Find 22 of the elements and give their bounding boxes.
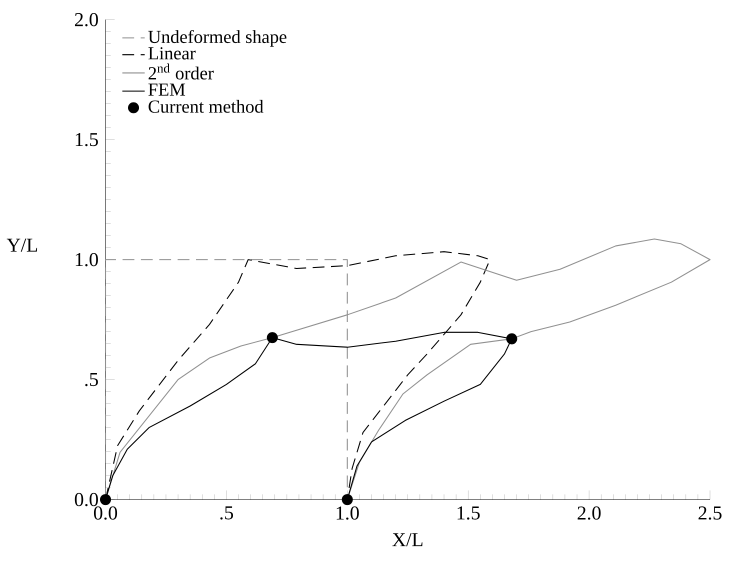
y-axis-title: Y/L [6,238,38,252]
y-tick-label: 2.0 [74,12,98,26]
point [342,494,353,506]
x-tick-label: 1.5 [458,506,480,520]
y-tick-label: 1.0 [76,252,98,266]
x-tick-label: .5 [220,506,234,520]
x-tick-label: 2.5 [698,506,722,520]
point [100,494,112,506]
y-tick-label: .5 [85,372,98,386]
legend-label: FEM [148,84,186,96]
y-tick-label: 0.0 [74,492,98,506]
point [266,332,278,344]
legend-label: Linear [148,47,196,60]
legend-label: 2$^{nd}$ order [148,64,214,80]
y-tick-label: 1.5 [76,132,98,146]
x-tick-label: 2.0 [578,506,601,520]
legend-label: Current method [148,100,264,113]
legend-label: Undeformed shape [148,30,286,47]
x-tick-label: 1.0 [336,506,359,520]
x-axis-title: X/L [392,533,422,546]
x-tick-label: 0.0 [94,506,118,520]
point [506,333,518,344]
